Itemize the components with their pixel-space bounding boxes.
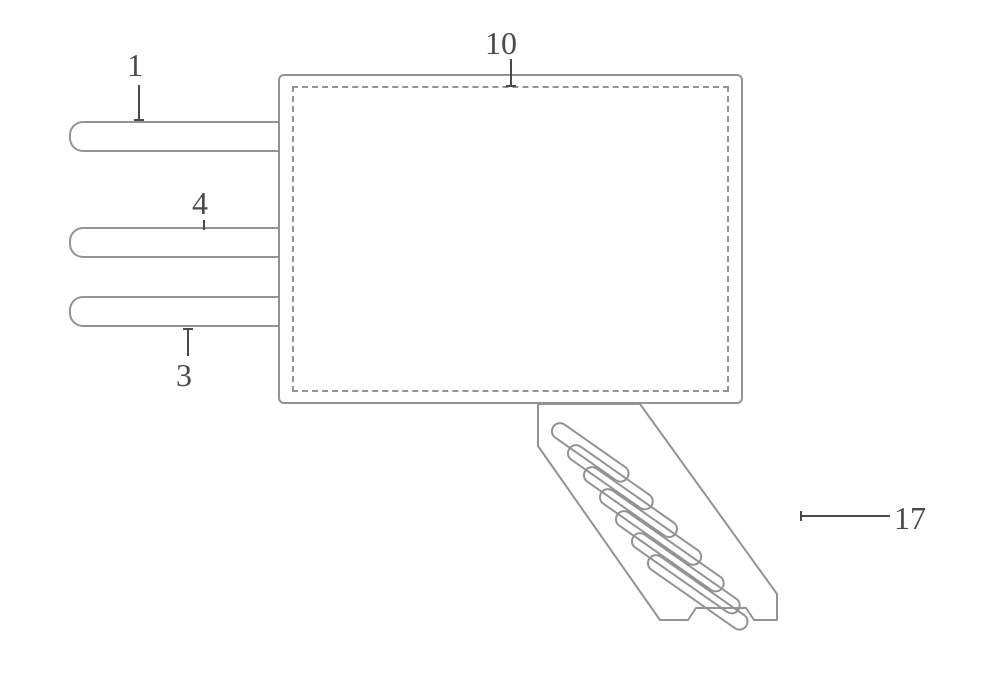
label-17: 17 xyxy=(894,500,926,537)
leader-1 xyxy=(138,85,140,121)
label-3: 3 xyxy=(176,357,192,394)
leader-10 xyxy=(510,59,512,87)
tick-10 xyxy=(506,85,516,87)
inner-dashed-box xyxy=(292,86,729,392)
leader-17 xyxy=(800,515,890,517)
label-10: 10 xyxy=(485,25,517,62)
tick-1 xyxy=(134,119,144,121)
tick-3 xyxy=(183,328,193,330)
leader-3 xyxy=(187,328,189,356)
prong-1 xyxy=(69,121,278,152)
tick-17 xyxy=(800,511,802,521)
label-4: 4 xyxy=(192,185,208,222)
handle xyxy=(530,404,820,654)
prong-4 xyxy=(69,227,278,258)
plug-diagram: 1 10 4 3 17 xyxy=(0,0,1000,676)
label-1: 1 xyxy=(127,47,143,84)
prong-3 xyxy=(69,296,278,327)
